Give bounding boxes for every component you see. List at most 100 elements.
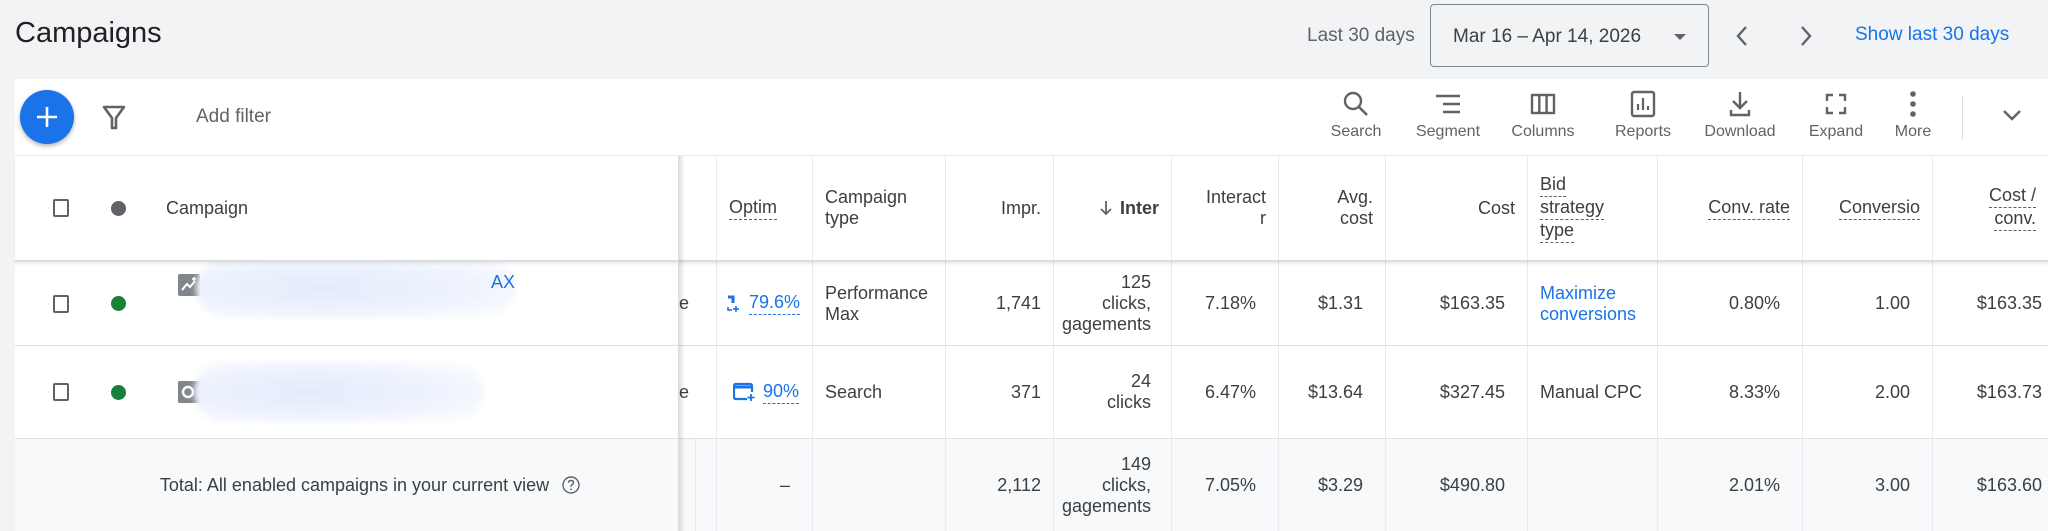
chevron-left-icon: [1736, 26, 1747, 46]
campaign-name-link[interactable]: AX: [491, 272, 516, 292]
bid-strategy-cell: Maximize conversions: [1527, 262, 1657, 345]
conversions-cell: 1.00: [1802, 262, 1932, 345]
date-range-picker[interactable]: Mar 16 – Apr 14, 2026: [1430, 4, 1709, 67]
row-checkbox[interactable]: [53, 294, 69, 313]
more-tool-label: More: [1894, 123, 1932, 140]
header-impr-label: Impr.: [1000, 197, 1041, 218]
campaign-type-cell: Performance Max: [812, 262, 945, 345]
header-campaign-type[interactable]: Campaign type: [812, 156, 945, 260]
conversions-cell: 2.00: [1802, 346, 1932, 438]
cost-per-conv-cell: $163.35: [1932, 262, 2048, 345]
total-cost-cell: $490.80: [1385, 439, 1527, 531]
previous-period-button[interactable]: [1722, 16, 1762, 56]
row-status-cell: [99, 346, 139, 438]
total-row: Total: All enabled campaigns in your cur…: [15, 439, 2048, 531]
bid-strategy-link[interactable]: Maximize conversions: [1540, 282, 1637, 324]
performance-max-icon: [178, 274, 200, 296]
frozen-column-divider: [678, 156, 679, 531]
total-avg-cost-cell: $3.29: [1278, 439, 1385, 531]
header-interaction-rate-line1: Interact: [1205, 187, 1266, 207]
conv-rate-cell: 0.80%: [1657, 262, 1802, 345]
interaction-rate-cell: 7.18%: [1171, 262, 1278, 345]
collapse-toolbar-button[interactable]: [2000, 103, 2024, 132]
header-optimization-score[interactable]: Optim: [716, 156, 812, 260]
interaction-rate-cell: 6.47%: [1171, 346, 1278, 438]
row-status-cell: [99, 262, 139, 345]
header-bid-strategy-type[interactable]: Bid strategy type: [1527, 156, 1657, 260]
select-all-checkbox[interactable]: [53, 199, 69, 217]
header-interaction-rate-line2: r: [1260, 208, 1266, 228]
cost-per-conv-cell: $163.73: [1932, 346, 2048, 438]
row-checkbox[interactable]: [53, 383, 69, 401]
more-vert-icon: [1910, 91, 1916, 117]
header-bid-line2: strategy: [1540, 197, 1605, 220]
interactions-cell: 24 clicks: [1053, 346, 1171, 438]
interactions-count: 24: [1130, 371, 1151, 391]
filter-icon: [102, 105, 126, 130]
optimization-score-cell[interactable]: 79.6%: [716, 262, 812, 345]
optimization-score-cell[interactable]: 90%: [716, 346, 812, 438]
total-conv-rate-cell: 2.01%: [1657, 439, 1802, 531]
table-header-row: Campaign Optim Campaign type Impr. Inter…: [15, 156, 2048, 262]
header-impressions[interactable]: Impr.: [945, 156, 1053, 260]
page-title: Campaigns: [15, 17, 162, 49]
header-interactions[interactable]: Inter: [1053, 156, 1171, 260]
reports-icon: [1630, 90, 1656, 118]
bid-strategy-cell: Manual CPC: [1527, 346, 1657, 438]
conv-rate-cell: 8.33%: [1657, 346, 1802, 438]
columns-tool-button[interactable]: Columns: [1503, 89, 1583, 149]
header-campaign[interactable]: Campaign: [154, 156, 454, 260]
header-interaction-rate[interactable]: Interact r: [1171, 156, 1278, 260]
table-row[interactable]: e 90% Search 371 24 clicks 6.47% $13.64 …: [15, 346, 2048, 439]
add-campaign-button[interactable]: [20, 90, 74, 144]
table-row[interactable]: AX e 79.6% Performance Max 1,741 125 cli…: [15, 258, 2048, 346]
dropdown-caret-icon: [1674, 34, 1686, 40]
row-select-cell: [41, 262, 81, 345]
header-optim-label: Optim: [729, 197, 778, 220]
segment-tool-button[interactable]: Segment: [1407, 89, 1489, 149]
add-filter-input[interactable]: Add filter: [196, 106, 271, 127]
header-cost[interactable]: Cost: [1385, 156, 1527, 260]
optimization-score-link[interactable]: 79.6%: [748, 292, 800, 315]
chevron-down-icon: [2003, 110, 2021, 121]
header-conv-rate[interactable]: Conv. rate: [1657, 156, 1802, 260]
search-tool-button[interactable]: Search: [1321, 89, 1391, 149]
header-conversions[interactable]: Conversio: [1802, 156, 1932, 260]
header-cost-label: Cost: [1477, 197, 1515, 218]
help-icon[interactable]: [561, 475, 581, 495]
enabled-status-dot-icon[interactable]: [111, 384, 126, 400]
toolbar-divider: [1962, 96, 1963, 140]
header-avg-cost[interactable]: Avg. cost: [1278, 156, 1385, 260]
optimization-score-icon: [727, 295, 739, 312]
interactions-type-line1: clicks,: [1102, 293, 1151, 313]
reports-tool-button[interactable]: Reports: [1603, 89, 1683, 149]
total-cost-per-conv-cell: $163.60: [1932, 439, 2048, 531]
optimization-score-link[interactable]: 90%: [763, 381, 800, 404]
header-conv-rate-label: Conv. rate: [1708, 197, 1790, 220]
enabled-status-dot-icon[interactable]: [111, 296, 126, 311]
total-impressions-cell: 2,112: [945, 439, 1053, 531]
chevron-right-icon: [1801, 26, 1812, 46]
header-campaign-type-line1: Campaign: [825, 187, 908, 207]
header-cost-per-conv[interactable]: Cost / conv.: [1932, 156, 2048, 260]
row-select-cell: [41, 346, 81, 438]
more-tool-button[interactable]: More: [1891, 89, 1935, 149]
campaign-name-cell: [166, 346, 686, 438]
expand-tool-button[interactable]: Expand: [1805, 89, 1867, 149]
interactions-type-line2: gagements: [1061, 314, 1151, 334]
status-dot-icon: [111, 200, 126, 216]
download-tool-button[interactable]: Download: [1699, 89, 1781, 149]
next-period-button[interactable]: [1786, 16, 1826, 56]
plus-icon: [37, 107, 57, 127]
filter-button[interactable]: [102, 103, 126, 136]
header-campaign-type-line2: type: [825, 208, 860, 228]
total-label-cell: Total: All enabled campaigns in your cur…: [15, 439, 678, 531]
total-bid-strategy-cell: [1527, 439, 1657, 531]
avg-cost-cell: $1.31: [1278, 262, 1385, 345]
redacted-campaign-name: [196, 258, 516, 318]
header-cost-conv-line1: Cost /: [1988, 185, 2036, 208]
columns-tool-label: Columns: [1511, 123, 1575, 140]
show-last-30-days-link[interactable]: Show last 30 days: [1855, 24, 2010, 45]
total-interactions-type-line2: gagements: [1061, 495, 1151, 516]
truncated-column-cell: e: [679, 293, 690, 313]
